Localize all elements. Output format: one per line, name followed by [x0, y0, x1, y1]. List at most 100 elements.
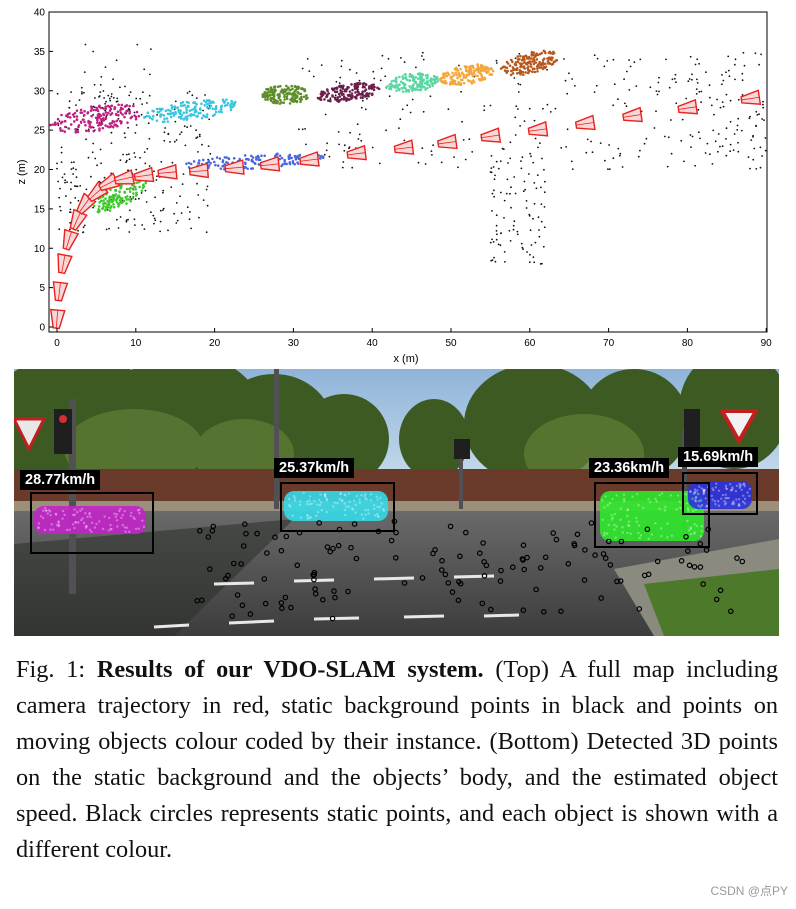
object-point [411, 84, 414, 88]
static-point [691, 78, 693, 81]
static-point [464, 158, 467, 161]
static-point [59, 205, 61, 208]
object-point [508, 64, 512, 68]
object-point [135, 191, 138, 195]
static-point-circle [686, 562, 693, 569]
camera-frustum [437, 133, 458, 150]
static-point-circle [288, 604, 294, 611]
object-point [129, 199, 133, 203]
object-point [193, 110, 197, 114]
object-point [159, 113, 162, 117]
object-point [420, 78, 423, 81]
static-point [81, 92, 83, 95]
static-point [512, 228, 515, 231]
object-point [455, 68, 459, 71]
object-point [110, 112, 114, 115]
static-point [80, 86, 83, 89]
static-point [179, 195, 182, 198]
object-point [209, 161, 212, 165]
object-point [109, 188, 112, 192]
static-point [447, 108, 450, 111]
object-point [115, 119, 119, 123]
static-point [565, 146, 567, 148]
static-point [514, 134, 517, 136]
static-point [689, 55, 692, 58]
object-point [119, 109, 122, 112]
static-point [94, 97, 96, 99]
static-point [186, 126, 189, 129]
object-point [226, 161, 229, 165]
static-point [415, 66, 417, 69]
static-point-circle [209, 528, 216, 534]
object-point [286, 93, 289, 96]
static-point [209, 152, 212, 155]
static-point [400, 57, 402, 59]
static-point-circle [261, 576, 268, 582]
object-point [509, 73, 513, 77]
object-point [478, 79, 482, 82]
object-point [334, 98, 337, 101]
static-point-circle [330, 545, 336, 552]
static-point [401, 108, 404, 111]
static-point [180, 131, 183, 134]
static-point-circle [542, 554, 549, 561]
object-point [63, 130, 67, 134]
object-point [416, 83, 419, 87]
static-point [173, 140, 176, 143]
object-point [338, 95, 342, 98]
object-point [128, 190, 132, 194]
object-point [373, 85, 376, 89]
object-point [354, 91, 357, 94]
static-point [523, 180, 526, 183]
object-point [370, 83, 373, 87]
x-tick-label: 90 [761, 338, 773, 349]
object-point [111, 125, 115, 129]
static-point [495, 62, 498, 64]
static-point [79, 185, 82, 187]
static-point [125, 219, 128, 222]
object-point [220, 110, 224, 114]
object-point [266, 98, 269, 101]
object-point [203, 104, 207, 107]
static-point-circle [700, 581, 707, 587]
object-point [209, 100, 213, 104]
static-point [495, 224, 498, 227]
static-point [612, 58, 615, 61]
object-point [467, 73, 471, 76]
object-point [119, 122, 123, 125]
static-point [673, 77, 676, 80]
object-point [130, 115, 134, 119]
static-point-circle [234, 592, 241, 598]
object-point [539, 63, 543, 66]
static-point [675, 81, 677, 84]
object-point [79, 108, 83, 112]
object-cloud [384, 72, 439, 93]
static-point [148, 165, 151, 167]
static-point [741, 72, 744, 75]
object-cloud [499, 49, 559, 77]
static-point [421, 55, 423, 57]
static-point [539, 142, 541, 145]
static-point [66, 181, 68, 184]
object-point [108, 198, 111, 201]
object-point [163, 117, 166, 121]
static-point-circle [353, 555, 360, 562]
static-point [356, 123, 359, 126]
static-point [116, 218, 118, 221]
object-point [190, 108, 194, 112]
static-point [364, 108, 367, 111]
static-point [637, 155, 640, 158]
static-point [674, 73, 677, 76]
static-point [722, 105, 725, 108]
object-point [84, 123, 87, 127]
object-point [145, 114, 149, 118]
object-point [549, 51, 553, 55]
static-point [521, 246, 524, 249]
static-point-circle [691, 564, 698, 570]
static-point [664, 135, 666, 138]
static-point-circle [449, 589, 456, 595]
static-point [91, 151, 94, 154]
object-point [403, 73, 407, 76]
object-point [223, 104, 227, 108]
camera-frustum [393, 139, 415, 155]
